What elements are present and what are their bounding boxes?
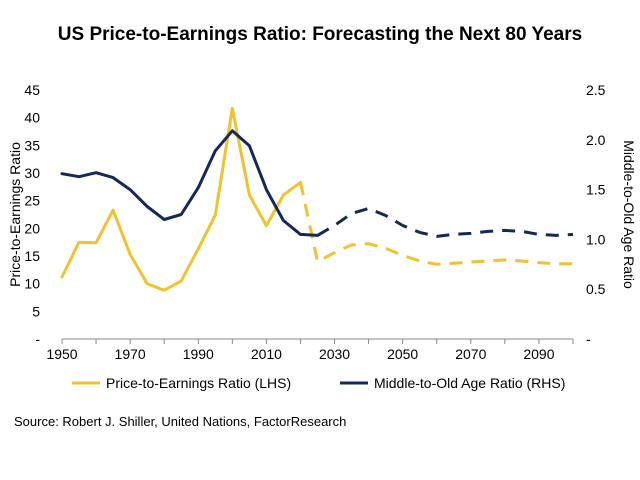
y-right-tick-label: 0.5: [586, 281, 606, 297]
legend: Price-to-Earnings Ratio (LHS) Middle-to-O…: [72, 375, 565, 391]
x-tick-label: 2010: [251, 346, 282, 362]
chart-title: US Price-to-Earnings Ratio: Forecasting …: [57, 24, 583, 45]
legend-label-0: Price-to-Earnings Ratio (LHS): [106, 375, 291, 391]
x-tick-label: 2030: [319, 346, 350, 362]
y-right-tick-label: 1.0: [586, 231, 606, 247]
y-left-tick-label: 35: [24, 137, 40, 153]
y-right-tick-label: 1.5: [586, 182, 606, 198]
legend-label-1: Middle-to-Old Age Ratio (RHS): [374, 375, 565, 391]
y-right-tick-label: 2.0: [586, 132, 606, 148]
x-tick-label: 2090: [523, 346, 554, 362]
y-left-tick-label: 45: [24, 82, 40, 98]
y-right-tick-label: 2.5: [586, 82, 606, 98]
x-tick-label: 2070: [455, 346, 486, 362]
series-1-historical-line: [60, 129, 319, 237]
series-0-historical-line: [60, 106, 302, 292]
y-left-axis-title: Price-to-Earnings Ratio: [7, 142, 23, 287]
axis-layer: 1950 1970 1990 2010 2030 2050 2070 2090-5101520…: [7, 82, 637, 362]
y-left-tick-label: 5: [32, 303, 40, 319]
x-tick-label: 1950: [46, 346, 77, 362]
y-left-tick-label: 30: [24, 165, 40, 181]
x-tick-label: 1970: [115, 346, 146, 362]
source-note: Source: Robert J. Shiller, United Nation…: [14, 414, 347, 429]
y-left-tick-label: 10: [24, 276, 40, 292]
y-right-axis-title: Middle-to-Old Age Ratio: [621, 140, 637, 289]
y-left-tick-label: 15: [24, 248, 40, 264]
series-0-forecast-line: [299, 182, 573, 266]
y-right-tick-label: -: [586, 331, 591, 347]
series-1-forecast-line: [316, 207, 574, 238]
y-left-tick-label: 20: [24, 220, 40, 236]
x-tick-label: 2050: [387, 346, 418, 362]
y-left-tick-label: -: [35, 331, 40, 347]
y-left-tick-label: 40: [24, 110, 40, 126]
y-left-tick-label: 25: [24, 193, 40, 209]
x-tick-label: 1990: [183, 346, 214, 362]
series-layer: [60, 106, 574, 292]
